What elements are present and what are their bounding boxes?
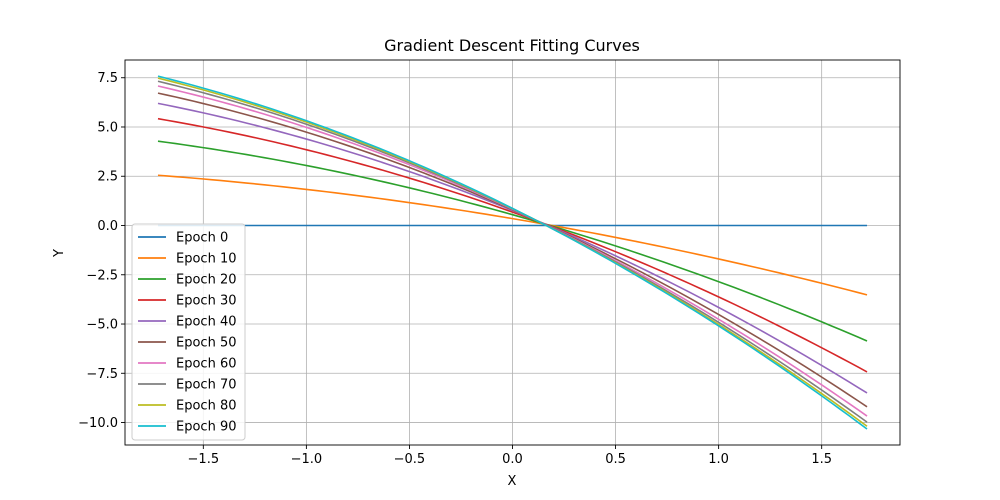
y-axis-title: Y xyxy=(52,249,67,258)
legend-label: Epoch 70 xyxy=(176,378,236,393)
series-line-epoch-20 xyxy=(157,140,868,342)
y-tick-label: −2.5 xyxy=(86,268,118,283)
legend-label: Epoch 20 xyxy=(176,273,236,288)
x-tick-label: −1.0 xyxy=(291,452,323,467)
plot-area: −1.5 −1.0 −0.5 0.0 0.5 1.0 1.5 −10.0 −7.5 −5.0 −2.… xyxy=(78,59,901,467)
x-tick-label: 0.0 xyxy=(502,452,523,467)
y-tick-label: −10.0 xyxy=(78,416,118,431)
x-tick-label: 0.5 xyxy=(605,452,626,467)
series-line-epoch-30 xyxy=(157,117,868,373)
legend-label: Epoch 90 xyxy=(176,420,236,435)
legend-label: Epoch 30 xyxy=(176,294,236,309)
chart-title: Gradient Descent Fitting Curves xyxy=(384,36,640,55)
x-axis-title: X xyxy=(508,474,517,489)
y-tick-label: −5.0 xyxy=(86,318,118,333)
series-line-epoch-10 xyxy=(157,174,868,296)
legend-label: Epoch 50 xyxy=(176,336,236,351)
legend-label: Epoch 80 xyxy=(176,399,236,414)
series-line-epoch-90 xyxy=(157,75,868,430)
y-tick-label: 5.0 xyxy=(97,120,118,135)
legend-label: Epoch 10 xyxy=(176,252,236,267)
y-tick-label: −7.5 xyxy=(86,367,118,382)
x-tick-label: −0.5 xyxy=(394,452,426,467)
y-tick-label: 7.5 xyxy=(97,71,118,86)
x-tick-label: 1.5 xyxy=(811,452,832,467)
y-tick-label: 0.0 xyxy=(97,219,118,234)
x-tick-label: 1.0 xyxy=(708,452,729,467)
legend-label: Epoch 0 xyxy=(176,231,228,246)
x-tick-label: −1.5 xyxy=(188,452,220,467)
legend-label: Epoch 60 xyxy=(176,357,236,372)
legend-label: Epoch 40 xyxy=(176,315,236,330)
legend-box xyxy=(131,223,246,441)
y-tick-label: 2.5 xyxy=(97,170,118,185)
